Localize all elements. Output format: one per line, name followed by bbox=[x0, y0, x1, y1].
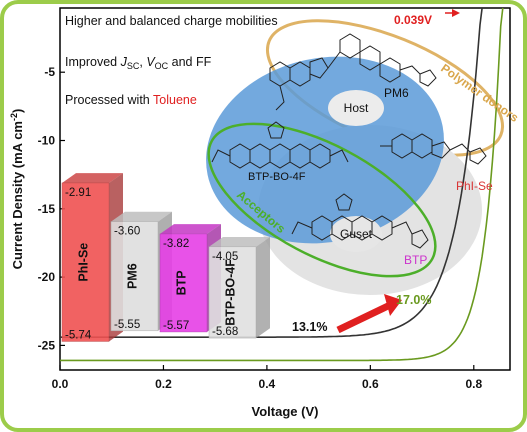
energy-bar-side bbox=[256, 237, 270, 339]
material-label: BTP-BO-4F bbox=[224, 259, 238, 326]
material-label: PhI-Se bbox=[77, 243, 91, 282]
x-tick-label: 0.6 bbox=[362, 377, 379, 391]
molecule-schematic bbox=[206, 19, 505, 295]
x-tick-label: 0.0 bbox=[52, 377, 69, 391]
homo-label: -5.55 bbox=[114, 319, 140, 331]
pce-high-label: 17.0% bbox=[396, 293, 431, 307]
host-ellipse bbox=[206, 56, 444, 244]
energy-bar-front bbox=[159, 233, 208, 333]
material-label: PM6 bbox=[126, 263, 140, 289]
phi-se-structure bbox=[380, 133, 487, 165]
host-label: Host bbox=[344, 101, 369, 115]
y-tick-label: -25 bbox=[38, 338, 56, 352]
x-axis-label: Voltage (V) bbox=[252, 404, 319, 419]
x-axis-ticks: 0.0 0.2 0.4 0.6 0.8 bbox=[52, 365, 482, 391]
jv-curve-0 bbox=[60, 7, 483, 338]
host-label-bubble bbox=[328, 90, 384, 126]
x-tick-label: 0.4 bbox=[259, 377, 276, 391]
pce-low-label: 13.1% bbox=[292, 320, 327, 334]
y-tick-label: -15 bbox=[38, 202, 56, 216]
y-tick-label: -20 bbox=[38, 270, 56, 284]
lumo-label: -3.82 bbox=[163, 238, 189, 250]
lumo-label: -3.60 bbox=[114, 226, 140, 238]
guest-label: Guset bbox=[340, 227, 373, 241]
acceptor-ring bbox=[207, 122, 437, 278]
pce-arrow-head bbox=[384, 294, 402, 316]
material-label: BTP bbox=[175, 270, 189, 295]
energy-level-bars: -2.91 -5.74 PhI-Se -3.60 -5.55 PM6 -3.82 -5.57 B… bbox=[61, 173, 270, 342]
jv-curve-1 bbox=[60, 7, 504, 362]
y-tick-label: -5 bbox=[44, 65, 55, 79]
x-tick-label: 0.8 bbox=[465, 377, 482, 391]
energy-bar-front bbox=[110, 221, 159, 332]
energy-bar-top bbox=[209, 237, 270, 247]
y-axis-ticks: -5 -10 -15 -20 -25 bbox=[38, 65, 65, 352]
phi-se-label: PhI-Se bbox=[456, 179, 493, 193]
note-improved: Improved JSC, VOC and FF bbox=[65, 55, 212, 71]
energy-bar-top bbox=[62, 173, 123, 183]
pce-arrow bbox=[336, 301, 392, 334]
y-tick-label: -10 bbox=[38, 134, 56, 148]
pm6-label: PM6 bbox=[384, 86, 409, 100]
voc-arrow-head bbox=[452, 9, 460, 17]
guest-label-bubble bbox=[330, 216, 382, 252]
homo-label: -5.74 bbox=[65, 329, 92, 341]
homo-label: -5.57 bbox=[163, 320, 189, 332]
lumo-label: -2.91 bbox=[65, 187, 91, 199]
energy-bar-front bbox=[208, 246, 257, 339]
energy-bar-top bbox=[160, 224, 221, 234]
plot-area bbox=[59, 7, 511, 371]
btp-structure bbox=[291, 193, 429, 249]
voc-shift-label: 0.039V bbox=[394, 13, 432, 27]
pm6-structure bbox=[269, 33, 437, 111]
lumo-label: -4.05 bbox=[212, 251, 238, 263]
energy-bar-front bbox=[61, 182, 110, 342]
jv-curves bbox=[60, 7, 504, 362]
note-solvent: Processed with Toluene bbox=[65, 93, 197, 107]
btp-label: BTP bbox=[404, 253, 427, 267]
btp-bo-4f-structure bbox=[211, 121, 349, 169]
homo-label: -5.68 bbox=[212, 326, 238, 338]
note-mobilities: Higher and balanced charge mobilities bbox=[65, 14, 278, 28]
energy-bar-top bbox=[111, 211, 172, 222]
btp-bo-4f-label: BTP-BO-4F bbox=[248, 171, 306, 183]
x-tick-label: 0.2 bbox=[155, 377, 172, 391]
y-axis-label: Current Density (mA cm-2) bbox=[9, 109, 25, 270]
